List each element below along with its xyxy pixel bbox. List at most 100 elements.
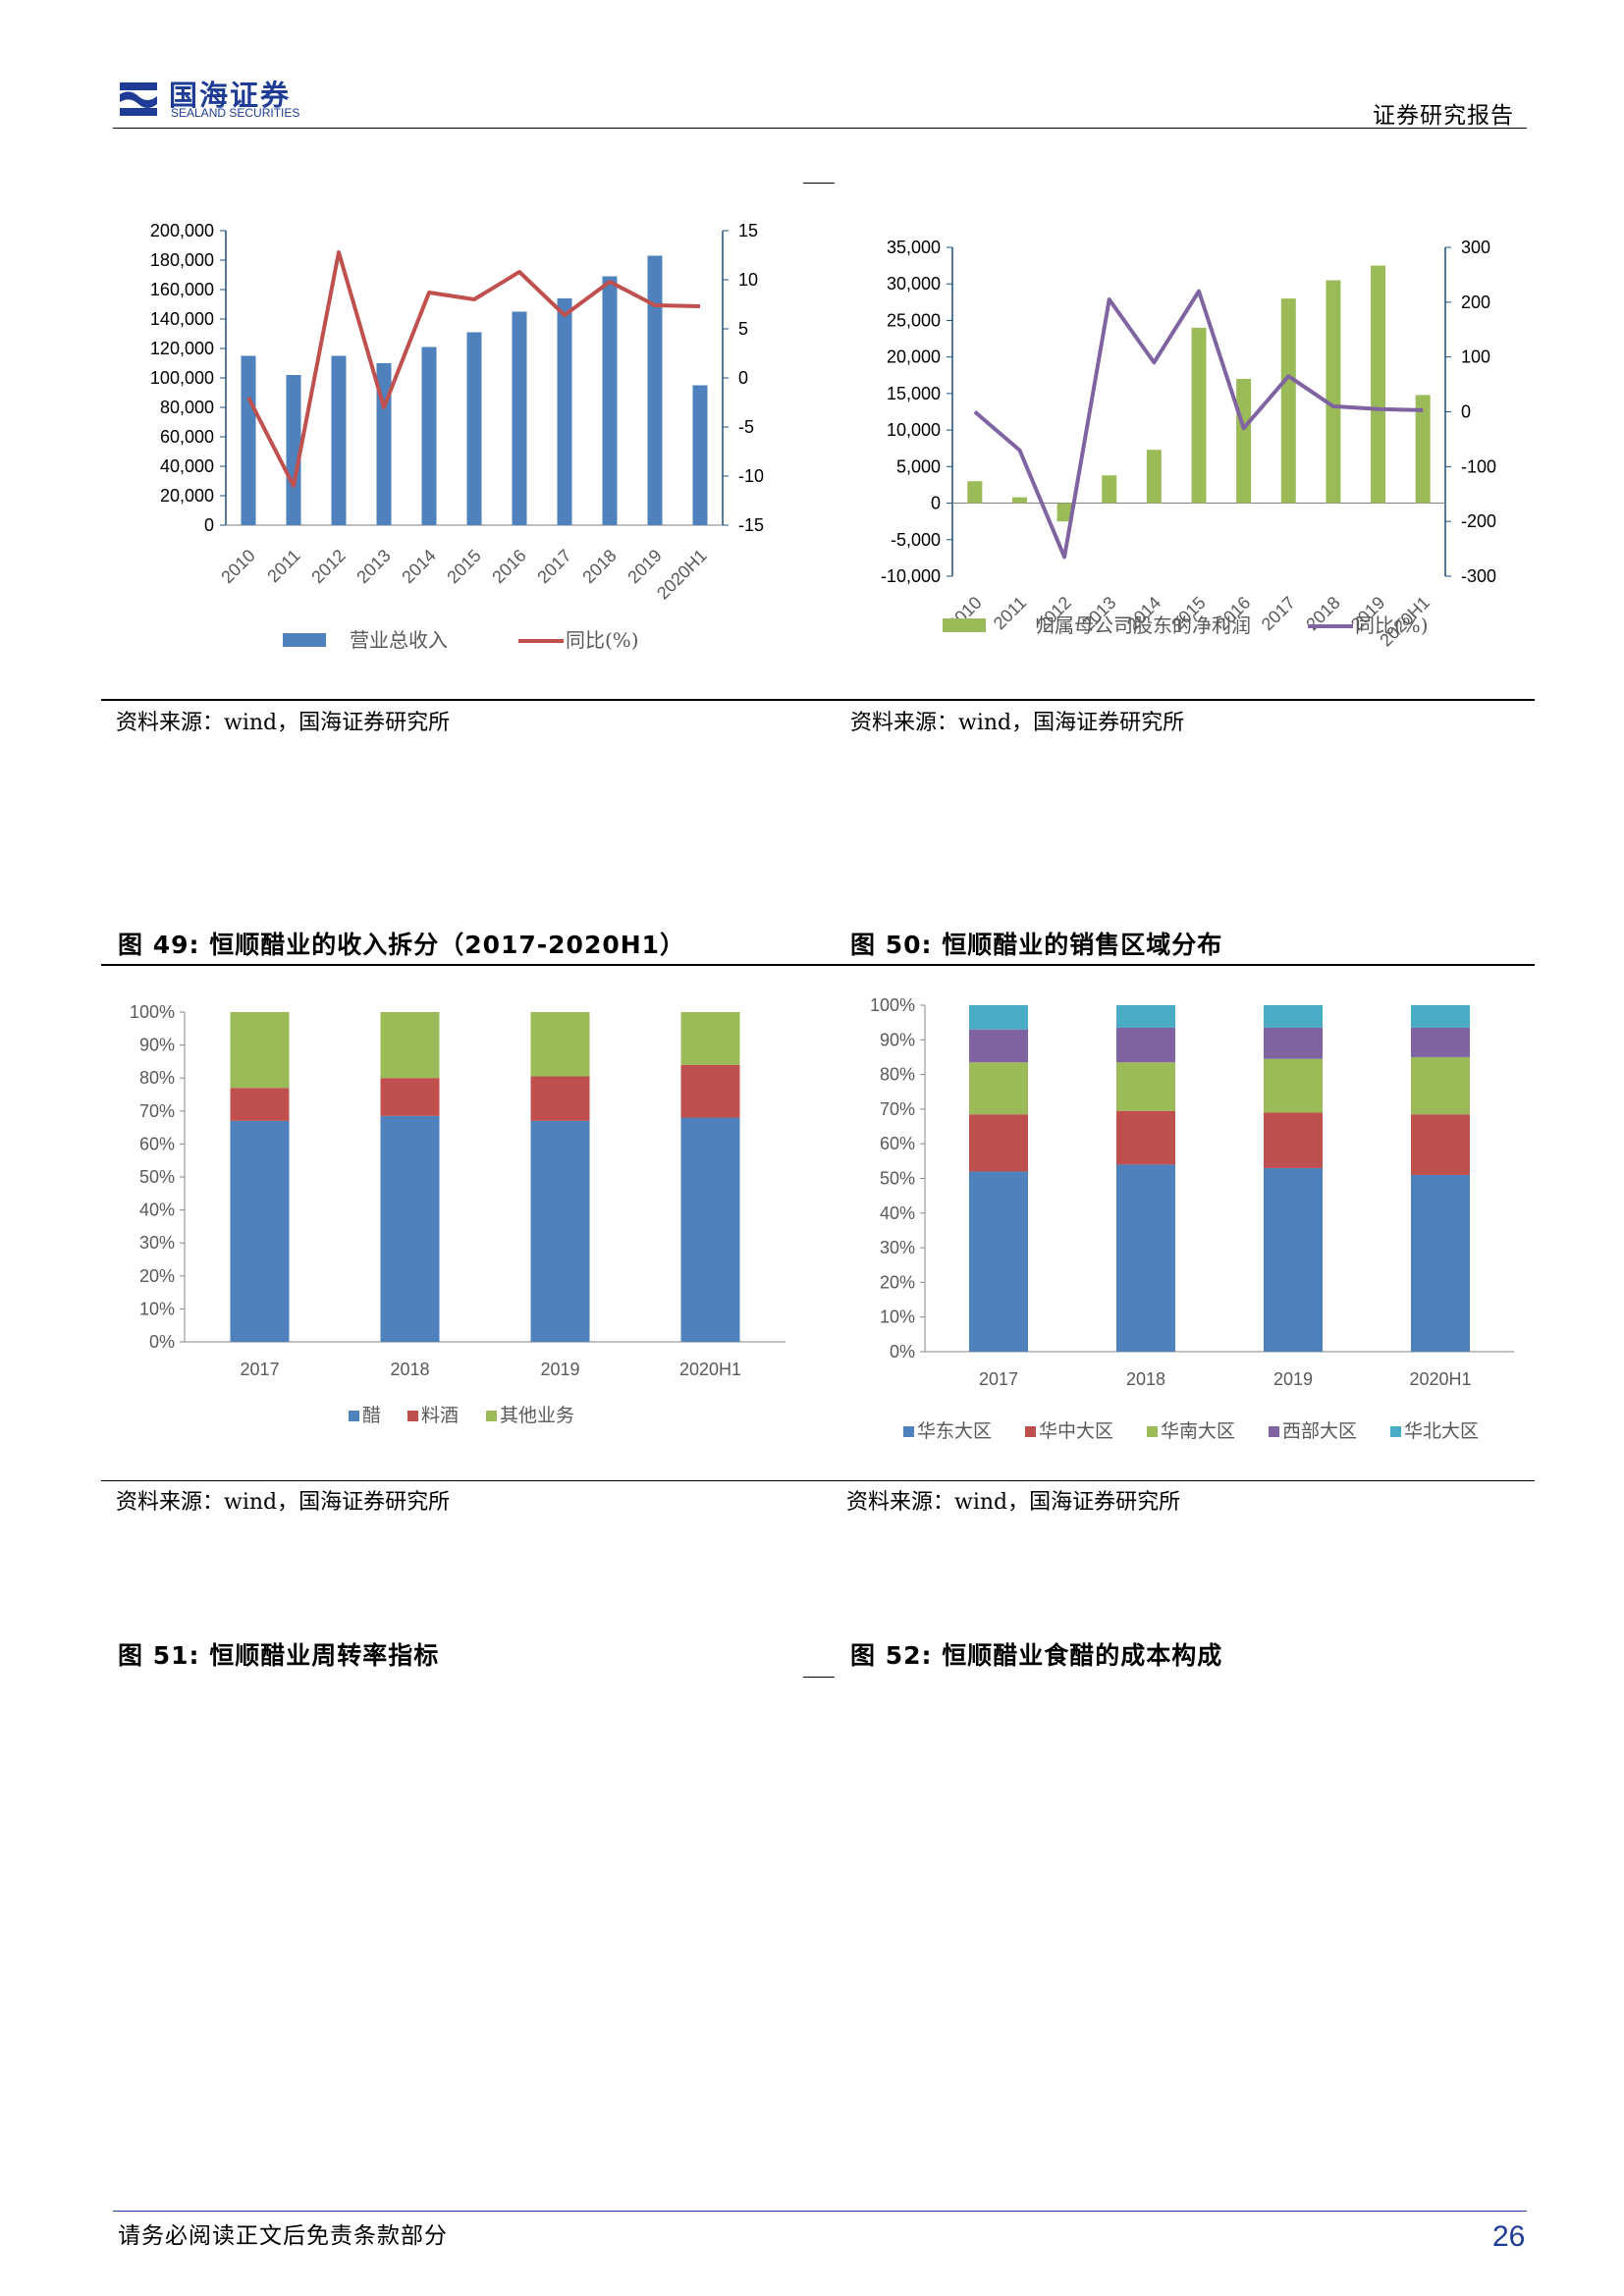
x-tick-label: 2020H1 xyxy=(653,546,711,604)
bar xyxy=(1415,395,1431,504)
source-note-fig49: 资料来源：wind，国海证券研究所 xyxy=(116,1490,451,1515)
revenue-breakdown-chart: 0% 10% 20% 30% 40% 50% 60% 70% 80% 90% 100% 2017 201… xyxy=(130,1002,785,1426)
legend-label: 华中大区 xyxy=(1039,1420,1113,1442)
y2-tick-label: -5 xyxy=(738,417,754,437)
logo-cn: 国海证券 xyxy=(169,79,292,112)
figure-title-50: 图 50: 恒顺醋业的销售区域分布 xyxy=(850,931,1223,959)
y-tick-label: 100,000 xyxy=(150,368,214,388)
y-tick-label: 40% xyxy=(880,1203,915,1223)
stacked-segment xyxy=(1264,1027,1323,1059)
legend-swatch xyxy=(1147,1426,1158,1437)
x-tick-label: 2010 xyxy=(217,546,258,587)
growth-line xyxy=(973,289,1424,560)
y-tick-label: 160,000 xyxy=(150,280,214,299)
x-tick-label: 2011 xyxy=(990,593,1031,634)
y-tick-label: 20% xyxy=(880,1272,915,1292)
y-tick-label: 100% xyxy=(870,995,915,1015)
stacked-segment xyxy=(530,1076,590,1121)
legend-label: 华南大区 xyxy=(1161,1420,1235,1442)
stacked-segment xyxy=(1116,1164,1175,1352)
y-tick-label: 0 xyxy=(204,515,214,535)
stacked-segment xyxy=(969,1062,1028,1115)
revenue-growth-chart: 0 20,000 40,000 60,000 80,000 100,000 120,000 1… xyxy=(150,221,764,652)
y-tick-label: 50% xyxy=(880,1169,915,1189)
y2-tick-label: 0 xyxy=(1461,402,1471,422)
bar xyxy=(241,355,256,525)
y-tick-label: 10% xyxy=(139,1299,175,1318)
stacked-segment xyxy=(1264,1058,1323,1113)
y-tick-label: 20,000 xyxy=(887,347,941,367)
growth-line xyxy=(246,250,701,488)
y-tick-label: 120,000 xyxy=(150,339,214,358)
x-tick-label: 2011 xyxy=(263,546,304,587)
y-tick-label: 80% xyxy=(880,1065,915,1085)
y-tick-label: 0% xyxy=(890,1342,915,1362)
stacked-segment xyxy=(230,1120,290,1342)
legend-label: 西部大区 xyxy=(1282,1420,1357,1442)
bar xyxy=(1191,327,1207,504)
stacked-segment xyxy=(969,1029,1028,1063)
legend-swatch xyxy=(486,1411,497,1421)
x-tick-label: 2019 xyxy=(540,1360,579,1379)
legend-label: 归属母公司股东的净利润 xyxy=(1035,614,1251,637)
y2-tick-label: 200 xyxy=(1461,293,1490,312)
legend-label: 华东大区 xyxy=(917,1420,992,1442)
legend-swatch xyxy=(407,1411,418,1421)
bar xyxy=(1371,265,1386,504)
legend-swatch xyxy=(1269,1426,1279,1437)
source-note-fig48: 资料来源：wind，国海证券研究所 xyxy=(850,711,1185,735)
y2-tick-label: -10 xyxy=(738,466,764,486)
bar xyxy=(331,355,347,525)
legend-label: 营业总收入 xyxy=(350,628,448,652)
stacked-segment xyxy=(1116,1062,1175,1111)
y-tick-label: 20% xyxy=(139,1266,175,1286)
x-tick-label: 2018 xyxy=(1126,1369,1165,1389)
y-tick-label: 30,000 xyxy=(887,274,941,294)
stacked-segment xyxy=(969,1005,1028,1030)
y-tick-label: 60% xyxy=(880,1134,915,1153)
x-tick-label: 2013 xyxy=(352,546,394,587)
x-tick-label: 2014 xyxy=(398,546,439,587)
source-note-fig50: 资料来源：wind，国海证券研究所 xyxy=(846,1490,1181,1515)
stacked-segment xyxy=(1264,1112,1323,1168)
bar xyxy=(1011,497,1027,504)
y-tick-label: 30% xyxy=(139,1233,175,1253)
legend-swatch xyxy=(903,1426,914,1437)
bar xyxy=(466,332,482,525)
stacked-segment xyxy=(1411,1027,1470,1057)
stacked-segment xyxy=(680,1012,740,1065)
legend-swatch xyxy=(1025,1426,1036,1437)
legend-label: 料酒 xyxy=(421,1405,459,1426)
y-tick-label: -5,000 xyxy=(891,530,941,550)
x-tick-label: 2015 xyxy=(443,546,484,587)
bar xyxy=(1146,450,1162,504)
stacked-segment xyxy=(1116,1005,1175,1028)
x-tick-label: 2018 xyxy=(578,546,620,587)
legend-swatch-bar xyxy=(943,618,986,632)
stacked-segment xyxy=(230,1088,290,1121)
legend-label: 醋 xyxy=(362,1405,381,1426)
y-tick-label: 15,000 xyxy=(887,384,941,403)
y-tick-label: 35,000 xyxy=(887,238,941,257)
y2-tick-label: 100 xyxy=(1461,347,1490,367)
bar xyxy=(421,347,437,525)
y2-tick-label: 15 xyxy=(738,221,758,240)
stacked-segment xyxy=(380,1012,440,1079)
legend-swatch xyxy=(1390,1426,1401,1437)
divider-mark xyxy=(803,1677,835,1678)
y2-tick-label: 5 xyxy=(738,319,748,339)
y-tick-label: 200,000 xyxy=(150,221,214,240)
bar xyxy=(1236,379,1252,504)
figure-title-52: 图 52: 恒顺醋业食醋的成本构成 xyxy=(850,1641,1223,1670)
y-tick-label: 60,000 xyxy=(160,427,214,447)
legend-label: 同比(%) xyxy=(1355,614,1429,637)
section-rule xyxy=(101,964,1535,966)
legend-swatch-bar xyxy=(283,633,326,647)
section-rule xyxy=(101,699,1535,701)
stacked-segment xyxy=(969,1171,1028,1352)
stacked-segment xyxy=(1264,1167,1323,1352)
stacked-segment xyxy=(1116,1110,1175,1165)
x-tick-label: 2017 xyxy=(1258,593,1299,634)
legend-swatch xyxy=(349,1411,359,1421)
y2-tick-label: -100 xyxy=(1461,456,1496,476)
